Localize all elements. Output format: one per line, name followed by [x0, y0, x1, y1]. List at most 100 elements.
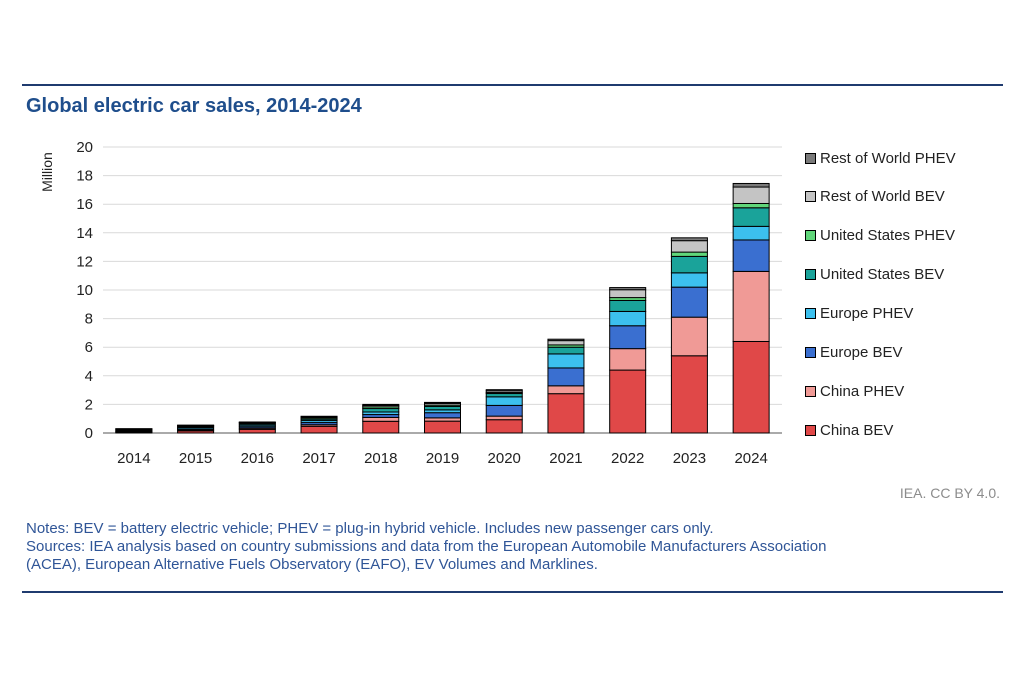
bar-segment: [609, 369, 647, 434]
bar-segment: [300, 425, 338, 434]
bar-segment: [670, 237, 708, 242]
x-tick-label: 2024: [734, 450, 767, 467]
bar-segment: [362, 420, 400, 434]
bar-segment: [670, 255, 708, 274]
bar-segment: [238, 428, 276, 434]
legend-item: Europe PHEV: [805, 304, 913, 324]
bar-segment: [547, 338, 585, 342]
x-tick-label: 2022: [611, 450, 644, 467]
bar-segment: [485, 404, 523, 417]
y-tick-label: 18: [76, 168, 93, 185]
y-tick-label: 20: [76, 139, 93, 156]
bar-segment: [609, 287, 647, 291]
bar-segment: [670, 286, 708, 318]
x-tick-label: 2019: [426, 450, 459, 467]
legend-swatch: [805, 385, 816, 397]
sources-line-1: Sources: IEA analysis based on country s…: [26, 538, 827, 555]
bar-segment: [547, 353, 585, 369]
chart-title: Global electric car sales, 2014-2024: [26, 95, 362, 117]
y-tick-label: 8: [85, 311, 93, 328]
bar-segment: [424, 420, 461, 434]
legend-label: Europe PHEV: [820, 305, 914, 323]
bar-segment: [609, 289, 647, 299]
bar-segment: [485, 419, 523, 434]
bar-segment: [670, 272, 708, 288]
legend-item: United States BEV: [805, 265, 944, 285]
y-tick-label: 2: [85, 396, 93, 413]
bar-segment: [485, 389, 523, 392]
legend-item: Europe BEV: [805, 343, 903, 363]
x-tick-label: 2016: [241, 450, 274, 467]
bar-segment: [732, 186, 770, 204]
legend-swatch: [805, 424, 816, 436]
legend-item: Rest of World BEV: [805, 187, 945, 207]
x-tick-label: 2020: [488, 450, 521, 467]
legend-label: China BEV: [820, 421, 894, 439]
credit-text: IEA. CC BY 4.0.: [899, 485, 1000, 501]
legend-label: Rest of World BEV: [820, 188, 945, 206]
y-tick-label: 12: [76, 253, 93, 270]
bar-segment: [732, 182, 770, 188]
bar-segment: [732, 340, 770, 434]
y-tick-label: 4: [85, 368, 93, 385]
y-tick-label: 16: [76, 196, 93, 213]
y-tick-label: 6: [85, 339, 93, 356]
bar-segment: [732, 239, 770, 272]
legend-swatch: [805, 269, 816, 281]
y-tick-label: 14: [76, 225, 93, 242]
bar-segment: [609, 310, 647, 327]
legend-item: United States PHEV: [805, 226, 955, 246]
legend-label: Europe BEV: [820, 344, 903, 361]
bar-segment: [424, 401, 461, 404]
legend-item: China BEV: [805, 420, 893, 440]
bar-segment: [362, 403, 400, 406]
bar-segment: [609, 299, 647, 312]
legend-swatch: [805, 152, 816, 164]
legend-swatch: [805, 230, 816, 242]
y-tick-label: 10: [76, 282, 93, 299]
bar-segment: [609, 348, 647, 371]
x-tick-label: 2017: [302, 450, 335, 467]
bar-segment: [732, 270, 770, 342]
notes-line: Notes: BEV = battery electric vehicle; P…: [26, 520, 714, 537]
bar-segment: [547, 346, 585, 355]
y-axis-label: Million: [39, 152, 55, 192]
sources-line-2: (ACEA), European Alternative Fuels Obser…: [26, 556, 598, 573]
bar-segment: [424, 405, 461, 411]
top-rule: [22, 84, 1003, 86]
legend-swatch: [805, 347, 816, 358]
legend-swatch: [805, 191, 816, 203]
bar-segment: [732, 202, 770, 209]
bar-segment: [547, 340, 585, 346]
bar-segment: [547, 393, 585, 434]
bar-segment: [547, 385, 585, 395]
bar-segment: [670, 251, 708, 257]
bar-segment: [300, 415, 338, 418]
bar-segment: [670, 240, 708, 253]
bar-segment: [424, 412, 461, 419]
bar-segment: [670, 316, 708, 357]
legend-label: Rest of World PHEV: [820, 149, 956, 167]
bar-segment: [670, 355, 708, 434]
legend-item: China PHEV: [805, 381, 904, 401]
x-tick-label: 2018: [364, 450, 397, 467]
x-tick-label: 2023: [673, 450, 706, 467]
x-tick-label: 2015: [179, 450, 212, 467]
legend-label: China PHEV: [820, 382, 905, 400]
notes-block: Notes: BEV = battery electric vehicle; P…: [26, 520, 996, 574]
bar-segment: [362, 416, 400, 422]
bottom-rule: [22, 591, 1003, 593]
x-tick-label: 2021: [549, 450, 582, 467]
x-tick-label: 2014: [117, 450, 150, 467]
bar-segment: [485, 396, 523, 406]
bar-segment: [547, 367, 585, 387]
bar-segment: [362, 408, 400, 413]
legend-label: United States BEV: [820, 266, 945, 284]
bar-segment: [609, 325, 647, 350]
bar-segment: [485, 415, 523, 421]
legend-label: United States PHEV: [820, 227, 956, 245]
bar-segment: [732, 225, 770, 241]
legend-swatch: [805, 308, 816, 320]
bar-segment: [732, 207, 770, 227]
